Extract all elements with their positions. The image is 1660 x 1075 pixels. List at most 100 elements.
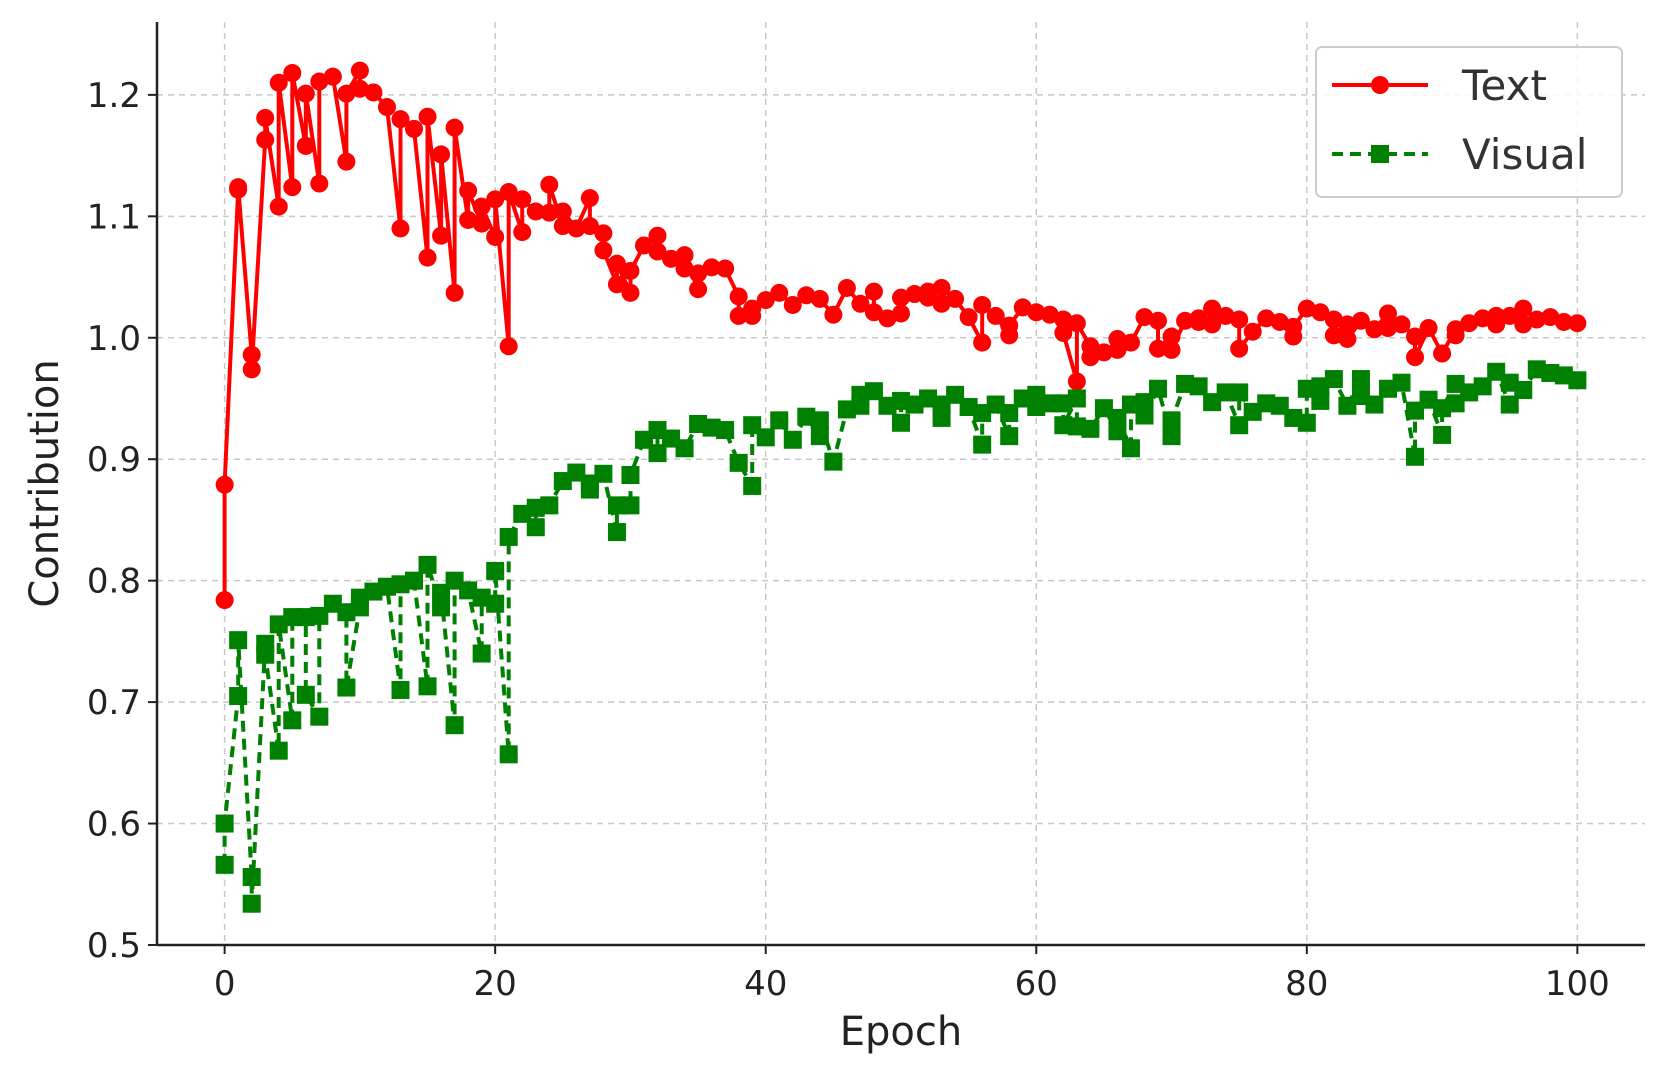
- data-point-visual: [689, 414, 708, 433]
- data-point-text: [1203, 299, 1222, 318]
- data-point-text: [540, 175, 559, 194]
- data-point-text: [689, 280, 708, 299]
- series-visual: [215, 360, 1587, 913]
- data-point-text: [1473, 309, 1492, 328]
- data-point-visual: [1121, 439, 1140, 458]
- axes: 0 20 40 60 80 100 0.5 0.6 0.7 0.8 0.9 1.0 1.1 1.2: [87, 22, 1645, 1004]
- y-tick-label: 0.6: [87, 805, 141, 845]
- data-point-visual: [445, 716, 464, 735]
- data-point-visual: [837, 400, 856, 419]
- data-point-visual: [743, 416, 762, 435]
- data-point-text: [242, 345, 261, 364]
- data-point-visual: [432, 598, 451, 617]
- data-point-visual: [1243, 402, 1262, 421]
- data-point-text: [1149, 339, 1168, 358]
- data-point-visual: [1433, 399, 1452, 418]
- data-point-visual: [973, 435, 992, 454]
- data-point-text: [946, 289, 965, 308]
- data-point-visual: [1054, 416, 1073, 435]
- data-point-visual: [1514, 380, 1533, 399]
- data-point-text: [1446, 326, 1465, 345]
- data-point-text: [486, 227, 505, 246]
- data-point-visual: [283, 711, 302, 730]
- data-point-text: [1000, 316, 1019, 335]
- data-point-text: [959, 308, 978, 327]
- data-point-visual: [1487, 362, 1506, 381]
- data-point-visual: [864, 382, 883, 401]
- data-point-text: [1378, 319, 1397, 338]
- data-point-text: [1338, 329, 1357, 348]
- data-point-visual: [1094, 399, 1113, 418]
- data-point-text: [932, 278, 951, 297]
- data-point-text: [1460, 314, 1479, 333]
- data-point-visual: [472, 588, 491, 607]
- series-line-visual: [222, 367, 1579, 906]
- data-point-visual: [810, 427, 829, 446]
- data-point-visual: [986, 395, 1005, 414]
- data-point-visual: [459, 581, 478, 600]
- series-text: [215, 61, 1587, 610]
- data-point-text: [1243, 322, 1262, 341]
- data-point-text: [215, 475, 234, 494]
- data-point-visual: [526, 518, 545, 537]
- data-point-visual: [1554, 366, 1573, 385]
- data-point-text: [594, 224, 613, 243]
- data-point-visual: [215, 855, 234, 874]
- data-point-visual: [472, 644, 491, 663]
- data-point-visual: [743, 476, 762, 495]
- data-point-text: [1162, 340, 1181, 359]
- legend-entry-text: Text: [1332, 61, 1547, 110]
- data-point-visual: [269, 741, 288, 760]
- data-point-visual: [1162, 411, 1181, 430]
- data-point-text: [350, 79, 369, 98]
- data-point-text: [310, 174, 329, 193]
- data-point-visual: [418, 677, 437, 696]
- data-point-visual: [1446, 394, 1465, 413]
- data-point-visual: [810, 411, 829, 430]
- data-point-text: [743, 299, 762, 318]
- data-point-text: [662, 249, 681, 268]
- data-point-visual: [1067, 389, 1086, 408]
- data-point-text: [851, 294, 870, 313]
- data-point-visual: [1230, 416, 1249, 435]
- data-point-visual: [1013, 389, 1032, 408]
- data-point-text: [432, 145, 451, 164]
- data-point-text: [499, 337, 518, 356]
- y-tick-label: 0.9: [87, 440, 141, 480]
- data-point-visual: [1284, 408, 1303, 427]
- data-point-visual: [716, 421, 735, 440]
- data-point-text: [1203, 315, 1222, 334]
- data-point-visual: [526, 498, 545, 517]
- data-point-visual: [1162, 427, 1181, 446]
- data-point-text: [472, 214, 491, 233]
- data-point-visual: [215, 814, 234, 833]
- data-point-text: [648, 242, 667, 261]
- data-point-visual: [337, 678, 356, 697]
- y-tick-label: 1.1: [87, 197, 141, 237]
- x-tick-label: 100: [1545, 964, 1610, 1004]
- data-point-text: [377, 98, 396, 117]
- data-point-text: [973, 295, 992, 314]
- data-point-text: [1378, 304, 1397, 323]
- data-point-visual: [432, 583, 451, 602]
- data-point-text: [1338, 315, 1357, 334]
- data-point-text: [283, 64, 302, 83]
- data-point-visual: [824, 452, 843, 471]
- data-point-visual: [702, 418, 721, 437]
- data-point-visual: [229, 687, 248, 706]
- data-point-text: [418, 248, 437, 267]
- data-point-visual: [1000, 404, 1019, 423]
- data-point-text: [1230, 310, 1249, 329]
- data-point-text: [1108, 329, 1127, 348]
- data-point-text: [837, 278, 856, 297]
- data-point-visual: [1473, 377, 1492, 396]
- data-point-text: [797, 286, 816, 305]
- data-point-visual: [1500, 373, 1519, 392]
- data-point-text: [1216, 306, 1235, 325]
- data-point-text: [567, 219, 586, 238]
- data-point-text: [296, 84, 315, 103]
- data-point-text: [702, 258, 721, 277]
- legend-marker: [1371, 145, 1389, 163]
- y-tick-label: 0.8: [87, 562, 141, 602]
- data-point-text: [1189, 309, 1208, 328]
